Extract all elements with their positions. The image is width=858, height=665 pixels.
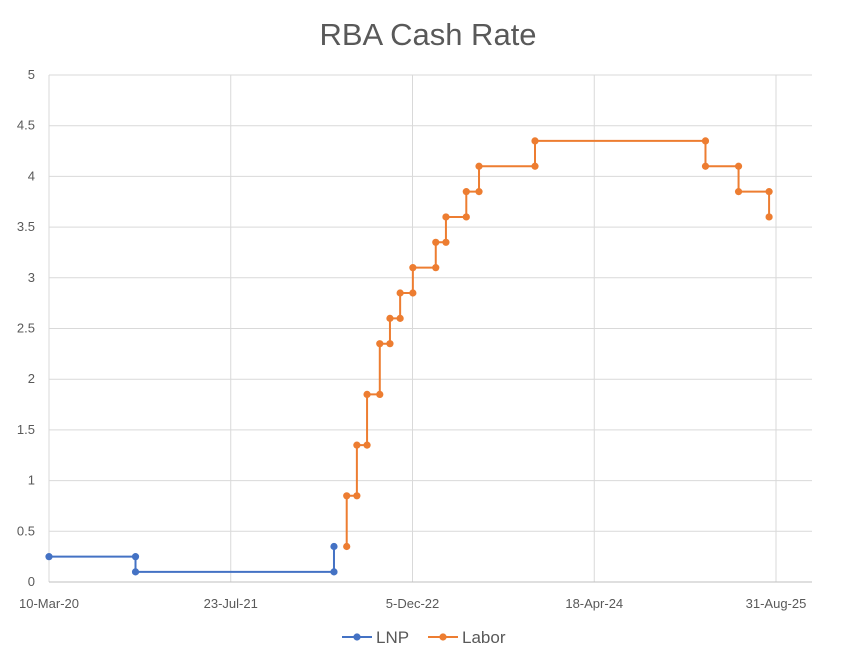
data-point-labor [432, 238, 440, 246]
data-point-labor [386, 314, 394, 322]
y-tick-label: 3.5 [17, 219, 35, 234]
data-point-lnp [330, 542, 338, 551]
data-point-labor [531, 162, 539, 170]
data-point-lnp [131, 568, 140, 576]
series-layer [45, 137, 773, 576]
data-point-labor [343, 492, 351, 500]
data-point-labor [432, 264, 440, 272]
series-labor [343, 137, 773, 551]
data-point-labor [363, 441, 371, 449]
data-point-labor [409, 264, 417, 272]
data-point-labor [343, 542, 351, 551]
data-point-labor [386, 340, 394, 348]
legend: LNP Labor [342, 628, 506, 647]
data-point-labor [734, 162, 743, 170]
y-tick-label: 1.5 [17, 422, 35, 437]
data-point-labor [442, 238, 450, 246]
legend-label-lnp: LNP [376, 628, 409, 647]
series-line-labor [345, 139, 771, 547]
data-point-labor [475, 188, 483, 196]
data-point-labor [376, 340, 384, 348]
data-point-labor [396, 314, 404, 322]
y-tick-label: 1 [28, 473, 35, 488]
y-tick-label: 0 [28, 574, 35, 589]
y-tick-label: 2.5 [17, 321, 35, 336]
legend-label-labor: Labor [462, 628, 506, 647]
data-point-lnp [131, 553, 140, 561]
data-point-lnp [330, 568, 338, 576]
data-point-labor [734, 188, 743, 196]
x-tick-label: 23-Jul-21 [204, 596, 258, 611]
series-line-lnp [49, 546, 335, 573]
data-point-lnp [45, 553, 53, 561]
data-point-labor [409, 289, 417, 297]
y-axis-tick-labels: 0 0.5 1 1.5 2 2.5 3 3.5 4 4.5 5 [17, 67, 35, 589]
data-point-labor [376, 390, 384, 399]
gridlines [48, 74, 812, 582]
data-point-labor [701, 162, 710, 170]
x-tick-label: 31-Aug-25 [746, 596, 807, 611]
legend-marker-labor [439, 633, 447, 641]
y-tick-label: 4.5 [17, 118, 35, 133]
data-point-labor [363, 390, 371, 399]
data-point-labor [765, 213, 773, 221]
legend-item-labor: Labor [428, 628, 506, 647]
data-point-labor [462, 213, 470, 221]
legend-item-lnp: LNP [342, 628, 409, 647]
x-axis-tick-labels: 10-Mar-20 23-Jul-21 5-Dec-22 18-Apr-24 31-Au… [19, 596, 806, 611]
legend-marker-lnp [353, 633, 361, 641]
data-point-labor [765, 188, 773, 196]
y-tick-label: 0.5 [17, 523, 35, 538]
data-point-labor [442, 213, 450, 221]
x-tick-label: 5-Dec-22 [386, 596, 439, 611]
y-tick-label: 5 [28, 67, 35, 82]
y-tick-label: 3 [28, 270, 35, 285]
data-point-labor [396, 289, 404, 297]
x-tick-label: 10-Mar-20 [19, 596, 79, 611]
data-point-labor [475, 162, 483, 170]
data-point-labor [353, 492, 361, 500]
chart-title: RBA Cash Rate [319, 17, 536, 52]
data-point-labor [353, 441, 361, 449]
series-lnp [45, 542, 338, 576]
y-tick-label: 4 [28, 168, 35, 183]
x-tick-label: 18-Apr-24 [565, 596, 623, 611]
y-tick-label: 2 [28, 371, 35, 386]
data-point-labor [531, 137, 539, 145]
data-point-labor [462, 188, 470, 196]
data-point-labor [701, 137, 710, 145]
